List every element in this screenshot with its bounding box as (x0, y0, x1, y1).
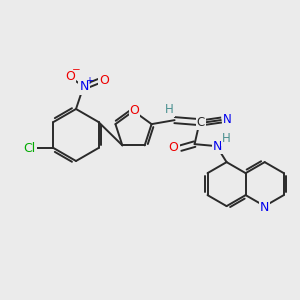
Text: H: H (222, 132, 231, 145)
Text: H: H (165, 103, 174, 116)
Text: C: C (196, 116, 205, 129)
Text: N: N (260, 201, 269, 214)
Text: −: − (72, 65, 80, 75)
Text: Cl: Cl (23, 142, 36, 154)
Text: N: N (79, 80, 89, 94)
Text: O: O (169, 141, 178, 154)
Text: O: O (99, 74, 109, 88)
Text: O: O (130, 103, 140, 116)
Text: +: + (85, 76, 93, 86)
Text: N: N (213, 140, 222, 153)
Text: N: N (223, 112, 232, 126)
Text: O: O (65, 70, 75, 83)
